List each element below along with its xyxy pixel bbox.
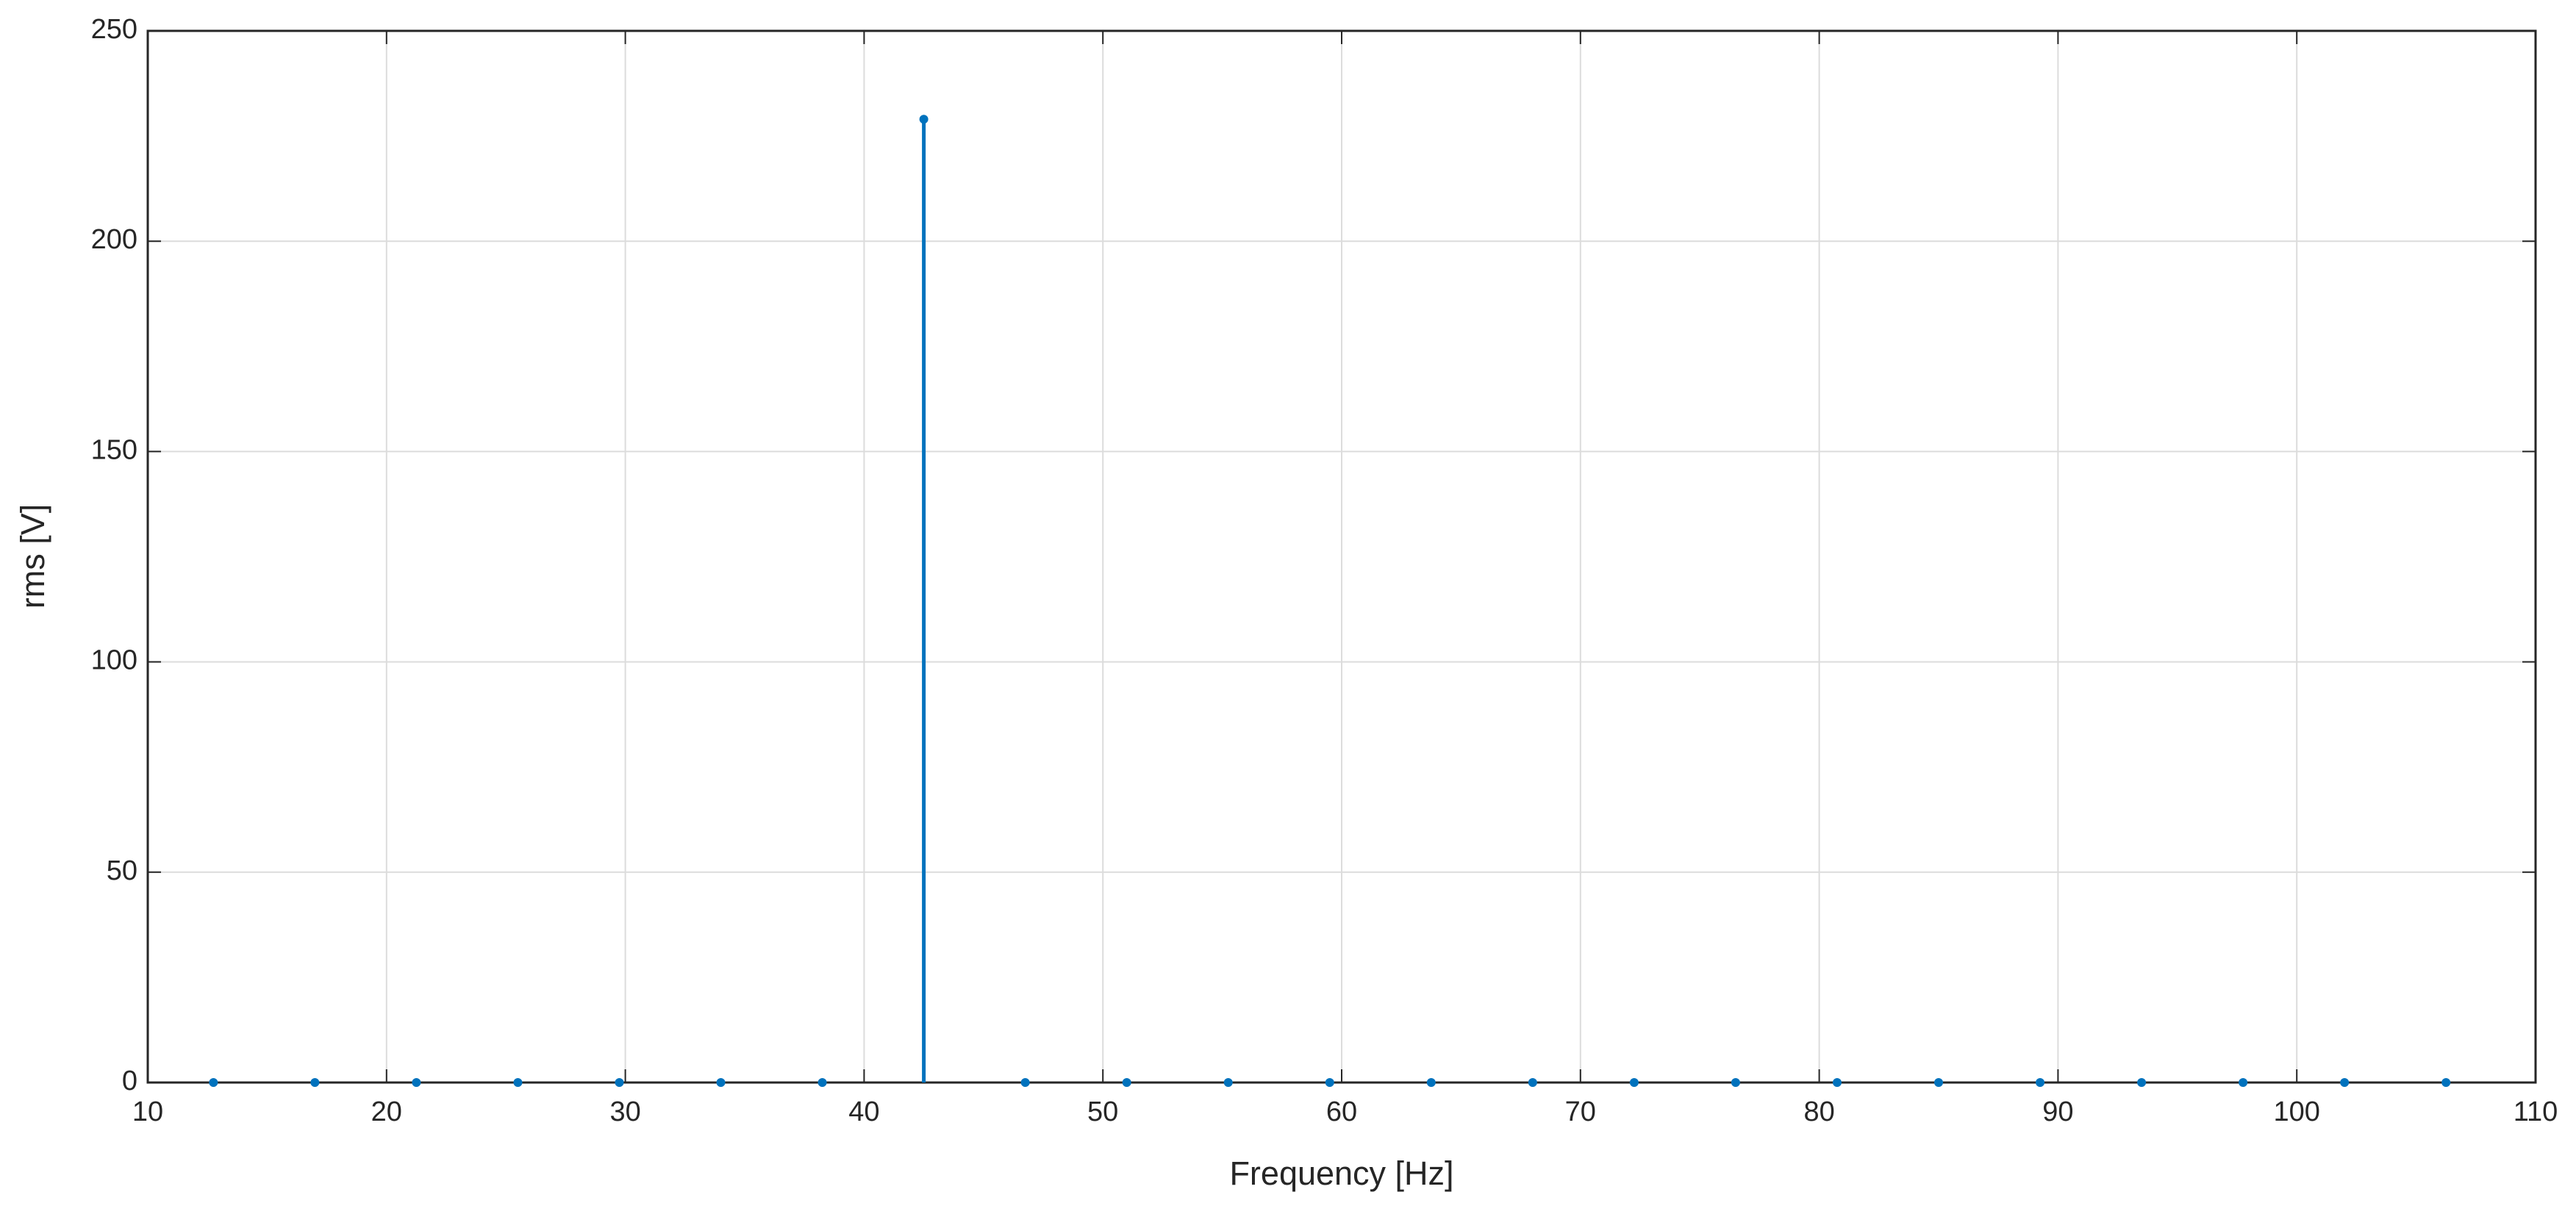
stem-marker bbox=[1122, 1078, 1131, 1087]
stem-marker bbox=[2036, 1078, 2045, 1087]
x-tick-label: 70 bbox=[1565, 1096, 1596, 1127]
stem-marker bbox=[1528, 1078, 1537, 1087]
stem-marker bbox=[209, 1078, 218, 1087]
stem-marker bbox=[1629, 1078, 1639, 1087]
y-tick-label: 200 bbox=[91, 224, 137, 255]
x-tick-label: 110 bbox=[2514, 1096, 2558, 1127]
y-axis-label: rms [V] bbox=[14, 504, 51, 609]
x-tick-label: 90 bbox=[2042, 1096, 2073, 1127]
x-axis-label: Frequency [Hz] bbox=[1229, 1155, 1453, 1192]
y-tick-label: 50 bbox=[107, 855, 137, 886]
stem-marker bbox=[1832, 1078, 1842, 1087]
y-tick-label: 150 bbox=[91, 434, 137, 465]
stem-marker bbox=[716, 1078, 726, 1087]
x-tick-label: 10 bbox=[132, 1096, 163, 1127]
stem-marker bbox=[412, 1078, 421, 1087]
x-tick-label: 60 bbox=[1326, 1096, 1357, 1127]
stem-marker bbox=[1020, 1078, 1030, 1087]
stem-marker bbox=[1934, 1078, 1943, 1087]
stem-marker bbox=[919, 115, 929, 124]
stem-marker bbox=[1426, 1078, 1436, 1087]
stem-marker bbox=[615, 1078, 624, 1087]
y-tick-label: 250 bbox=[91, 14, 137, 45]
x-tick-label: 40 bbox=[848, 1096, 879, 1127]
y-tick-label: 0 bbox=[122, 1066, 137, 1096]
stem-marker bbox=[2239, 1078, 2248, 1087]
x-tick-label: 30 bbox=[609, 1096, 640, 1127]
x-tick-label: 80 bbox=[1803, 1096, 1834, 1127]
stem-marker bbox=[1731, 1078, 1740, 1087]
stem-marker bbox=[513, 1078, 523, 1087]
stem-marker bbox=[1325, 1078, 1334, 1087]
x-tick-label: 50 bbox=[1087, 1096, 1118, 1127]
stem-marker bbox=[1223, 1078, 1233, 1087]
x-tick-label: 20 bbox=[371, 1096, 402, 1127]
stem-marker bbox=[817, 1078, 827, 1087]
y-tick-label: 100 bbox=[91, 645, 137, 676]
x-tick-label: 100 bbox=[2273, 1096, 2319, 1127]
stem-marker bbox=[2137, 1078, 2147, 1087]
stem-marker bbox=[310, 1078, 320, 1087]
stem-marker bbox=[2441, 1078, 2451, 1087]
stem-marker bbox=[2340, 1078, 2350, 1087]
plot-frame bbox=[146, 29, 2537, 1084]
